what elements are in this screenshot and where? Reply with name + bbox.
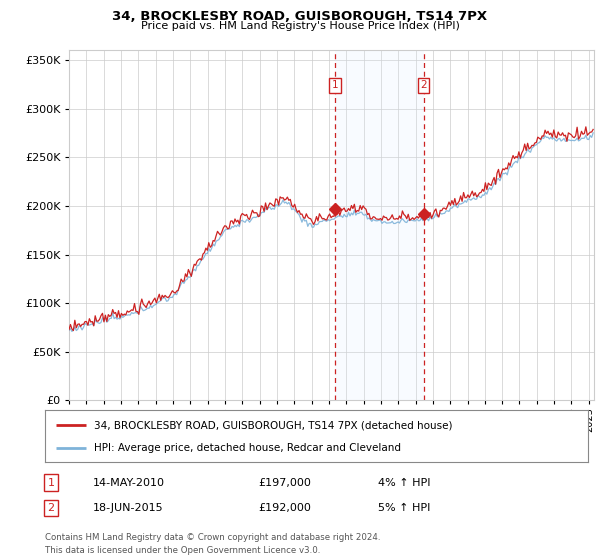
Bar — [335, 50, 424, 400]
Text: 14-MAY-2010: 14-MAY-2010 — [93, 478, 165, 488]
Text: 1: 1 — [332, 81, 338, 90]
Text: £192,000: £192,000 — [258, 503, 311, 513]
Text: 2: 2 — [47, 503, 55, 513]
Text: 34, BROCKLESBY ROAD, GUISBOROUGH, TS14 7PX (detached house): 34, BROCKLESBY ROAD, GUISBOROUGH, TS14 7… — [94, 420, 452, 430]
Text: 5% ↑ HPI: 5% ↑ HPI — [378, 503, 430, 513]
Text: 4% ↑ HPI: 4% ↑ HPI — [378, 478, 431, 488]
Text: Price paid vs. HM Land Registry's House Price Index (HPI): Price paid vs. HM Land Registry's House … — [140, 21, 460, 31]
Text: HPI: Average price, detached house, Redcar and Cleveland: HPI: Average price, detached house, Redc… — [94, 444, 401, 454]
Text: £197,000: £197,000 — [258, 478, 311, 488]
Text: 1: 1 — [47, 478, 55, 488]
Text: 2: 2 — [420, 81, 427, 90]
Text: 34, BROCKLESBY ROAD, GUISBOROUGH, TS14 7PX: 34, BROCKLESBY ROAD, GUISBOROUGH, TS14 7… — [112, 10, 488, 23]
Text: Contains HM Land Registry data © Crown copyright and database right 2024.
This d: Contains HM Land Registry data © Crown c… — [45, 533, 380, 554]
Text: 18-JUN-2015: 18-JUN-2015 — [93, 503, 164, 513]
